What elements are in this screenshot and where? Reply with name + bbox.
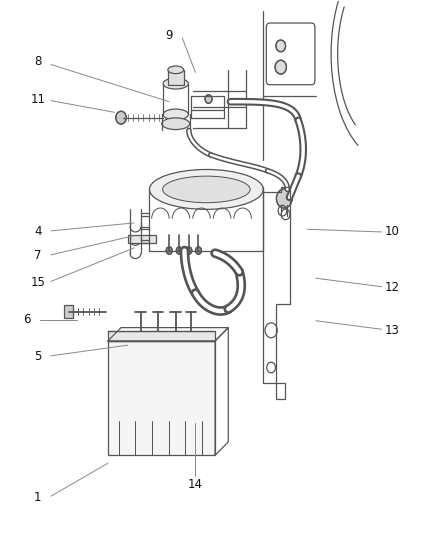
Text: 14: 14 [187,478,202,491]
Ellipse shape [162,109,188,120]
Circle shape [166,247,172,254]
Text: 10: 10 [384,225,399,238]
Ellipse shape [162,118,189,130]
Bar [167,70,183,85]
Ellipse shape [149,169,263,209]
Bar [191,96,223,110]
Text: 15: 15 [30,276,45,289]
Text: 4: 4 [34,225,42,238]
Text: 11: 11 [30,93,45,106]
Ellipse shape [162,78,188,89]
Circle shape [276,189,291,208]
Bar [64,305,73,318]
Circle shape [185,247,191,254]
Ellipse shape [167,66,183,74]
Circle shape [205,95,212,103]
Text: 6: 6 [23,313,31,326]
Circle shape [116,111,126,124]
Bar [127,235,155,243]
Circle shape [275,60,286,74]
Text: 5: 5 [34,350,42,364]
Ellipse shape [162,176,250,203]
Circle shape [195,247,201,254]
Text: 9: 9 [165,29,173,42]
Text: 12: 12 [384,281,399,294]
Text: 1: 1 [34,491,42,504]
Circle shape [176,247,182,254]
Bar [108,341,215,455]
Text: 13: 13 [384,324,399,337]
Circle shape [276,40,285,52]
Bar [108,332,215,341]
Text: 7: 7 [34,249,42,262]
Text: 8: 8 [34,55,42,68]
